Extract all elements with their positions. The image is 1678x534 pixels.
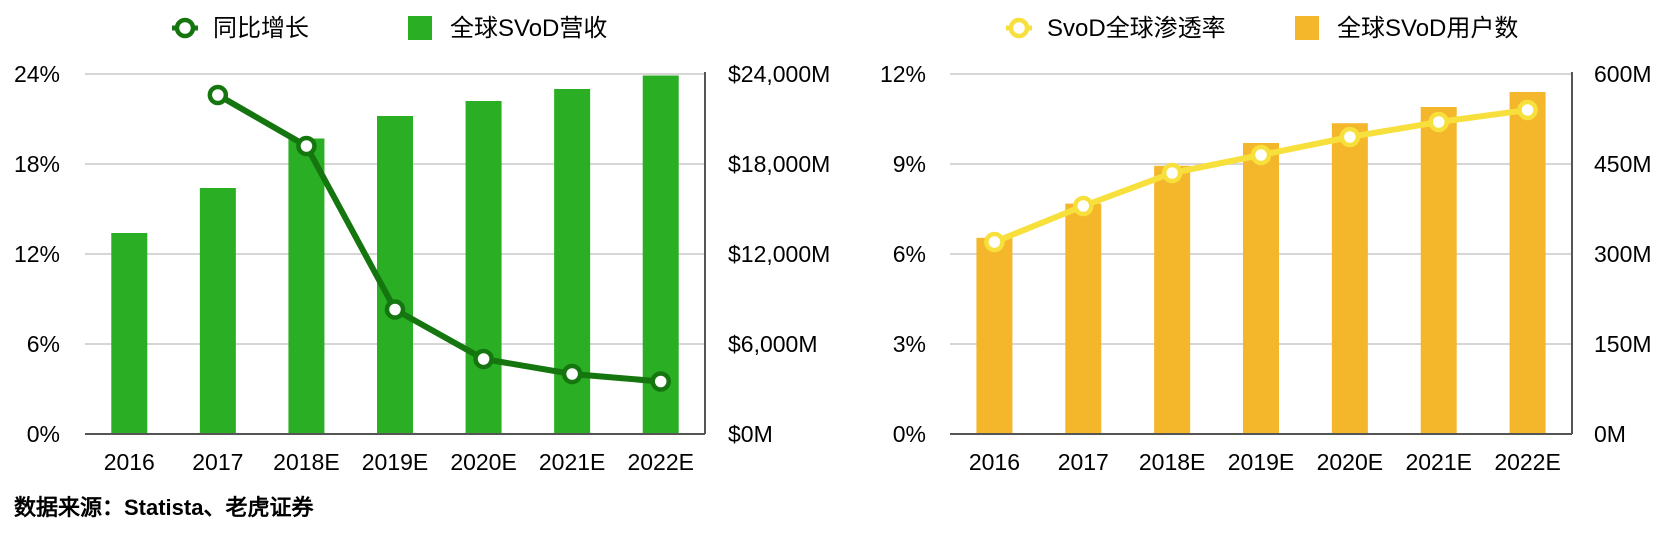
category-tick-label: 2021E	[1405, 449, 1472, 475]
category-tick-label: 2019E	[1228, 449, 1295, 475]
bar	[976, 237, 1013, 434]
right-axis-tick-label: $6,000M	[728, 331, 818, 357]
legend-marker-swatch	[1008, 17, 1030, 39]
line-point	[296, 135, 317, 157]
left-axis-tick-label: 12%	[880, 61, 926, 87]
left-axis-tick-label: 0%	[27, 421, 60, 447]
category-tick-label: 2016	[969, 449, 1020, 475]
line-point	[1428, 111, 1449, 133]
legend-label: SvoD全球渗透率	[1047, 15, 1226, 42]
bar	[377, 116, 413, 434]
bar	[1331, 123, 1368, 434]
legend-bar-swatch	[1295, 16, 1319, 40]
left-axis-tick-label: 6%	[27, 331, 60, 357]
legend-label: 同比增长	[213, 15, 309, 42]
right-axis-tick-label: 0M	[1594, 421, 1626, 447]
left-axis-tick-label: 18%	[14, 151, 60, 177]
line-point	[984, 231, 1005, 253]
line-point	[1073, 195, 1094, 217]
bar	[465, 101, 502, 434]
left-axis-tick-label: 6%	[893, 241, 926, 267]
category-tick-label: 2020E	[450, 449, 517, 475]
line-point	[1517, 99, 1538, 121]
bar	[1509, 92, 1546, 434]
bar	[199, 188, 236, 434]
series-line	[216, 92, 661, 385]
legend-bar-swatch	[408, 16, 432, 40]
category-tick-label: 2019E	[362, 449, 429, 475]
left-axis-tick-label: 3%	[893, 331, 926, 357]
category-tick-label: 2022E	[627, 449, 694, 475]
category-tick-label: 2017	[1058, 449, 1109, 475]
bar	[1065, 203, 1102, 434]
category-tick-label: 2021E	[539, 449, 606, 475]
category-tick-label: 2018E	[1139, 449, 1206, 475]
line-point	[1339, 126, 1361, 148]
category-tick-label: 2020E	[1317, 449, 1384, 475]
bar	[1243, 143, 1279, 434]
category-tick-label: 2018E	[273, 449, 340, 475]
line-point	[1250, 144, 1272, 166]
right-axis-tick-label: 600M	[1594, 61, 1652, 87]
right-axis-tick-label: $0M	[728, 421, 773, 447]
left-axis-tick-label: 0%	[893, 421, 926, 447]
right-axis-tick-label: $18,000M	[728, 151, 830, 177]
bar	[111, 233, 148, 434]
left-axis-tick-label: 9%	[893, 151, 926, 177]
legend-label: 全球SVoD营收	[450, 15, 607, 42]
legend-marker-swatch	[174, 17, 196, 39]
right-axis-tick-label: $12,000M	[728, 241, 830, 267]
bar	[1154, 165, 1191, 435]
left-axis-tick-label: 24%	[14, 61, 60, 87]
category-tick-label: 2017	[192, 449, 243, 475]
category-tick-label: 2022E	[1494, 449, 1561, 475]
line-point	[650, 371, 671, 392]
right-axis-tick-label: $24,000M	[728, 61, 830, 87]
line-point	[561, 363, 583, 385]
category-tick-label: 2016	[104, 449, 155, 475]
right-axis-tick-label: 300M	[1594, 241, 1652, 267]
line-point	[1161, 162, 1183, 184]
line-point	[384, 299, 406, 320]
legend-label: 全球SVoD用户数	[1337, 15, 1518, 42]
right-axis-tick-label: 450M	[1594, 151, 1652, 177]
left-axis-tick-label: 12%	[14, 241, 60, 267]
bar	[1420, 107, 1457, 434]
line-point	[207, 84, 229, 106]
bar	[288, 138, 325, 434]
source-note: 数据来源：Statista、老虎证券	[14, 495, 314, 520]
right-axis-tick-label: 150M	[1594, 331, 1652, 357]
line-point	[473, 348, 494, 370]
